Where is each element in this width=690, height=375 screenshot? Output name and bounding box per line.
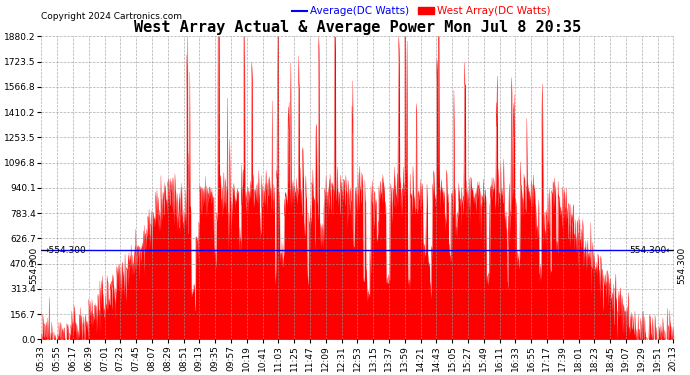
Legend: Average(DC Watts), West Array(DC Watts): Average(DC Watts), West Array(DC Watts)	[288, 2, 554, 21]
Text: →554.300: →554.300	[41, 246, 86, 255]
Title: West Array Actual & Average Power Mon Jul 8 20:35: West Array Actual & Average Power Mon Ju…	[134, 20, 581, 35]
Text: Copyright 2024 Cartronics.com: Copyright 2024 Cartronics.com	[41, 12, 182, 21]
Text: 554.300←: 554.300←	[629, 246, 674, 255]
